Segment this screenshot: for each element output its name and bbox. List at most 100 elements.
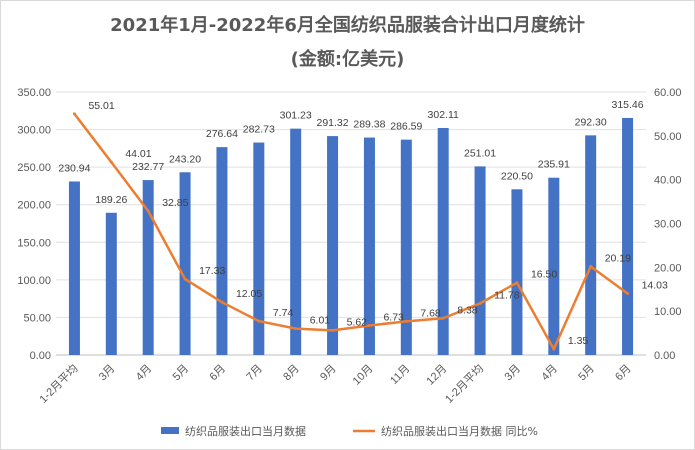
line-value-label: 5.62 (347, 316, 368, 328)
x-tick-label: 1-2月平均 (37, 362, 81, 406)
line-point (367, 324, 371, 328)
bar (253, 142, 265, 355)
y-left-tick-label: 0.00 (30, 350, 51, 362)
line-point (220, 300, 224, 304)
bar (400, 139, 412, 355)
line-point (331, 328, 335, 332)
x-tick-label: 1-2月平均 (442, 362, 486, 406)
legend-bar-label: 纺织品服装出口当月数据 (185, 424, 306, 438)
line-point (589, 265, 593, 269)
line-value-label: 44.01 (125, 148, 151, 160)
y-left-tick-label: 250.00 (17, 162, 51, 174)
bar-data-labels: 230.94 189.26 232.77 243.20 276.64 282.73 301.… (58, 99, 643, 206)
line-value-label: 14.03 (642, 280, 668, 292)
y-right-tick-label: 60.00 (654, 87, 682, 99)
line-value-label: 8.38 (457, 304, 478, 316)
line-point (183, 277, 187, 281)
y-left-tick-label: 200.00 (17, 200, 51, 212)
bar-value-label: 230.94 (58, 162, 90, 174)
x-tick-label: 5月 (171, 363, 192, 384)
bar (622, 117, 634, 355)
line-value-label: 12.05 (236, 288, 262, 300)
bar-value-label: 315.46 (612, 99, 644, 111)
bar-value-label: 251.01 (464, 147, 496, 159)
x-tick-label: 4月 (134, 363, 155, 384)
bar-value-label: 243.20 (169, 153, 201, 165)
bar-value-label: 276.64 (206, 128, 238, 140)
line-point (441, 316, 445, 320)
x-tick-label: 3月 (97, 363, 118, 384)
legend-line-label: 纺织品服装出口当月数据 同比% (381, 424, 538, 438)
x-tick-label: 4月 (539, 363, 560, 384)
chart-title: 2021年1月-2022年6月全国纺织品服装合计出口月度统计 (110, 15, 585, 36)
line-point (109, 160, 113, 164)
bar (437, 127, 449, 355)
line-point (294, 327, 298, 331)
bar-series (68, 117, 634, 355)
bar (585, 135, 597, 355)
grid-lines (56, 91, 646, 356)
line-point (515, 281, 519, 285)
line-value-label: 20.19 (605, 253, 631, 265)
line-point (146, 209, 150, 213)
line-value-label: 17.33 (199, 265, 225, 277)
bar (548, 177, 560, 355)
line-point (478, 301, 482, 305)
bar-value-label: 282.73 (243, 124, 275, 136)
x-tick-label: 3月 (502, 363, 523, 384)
x-tick-label: 6月 (613, 363, 634, 384)
line-point (72, 112, 76, 116)
line-value-label: 11.78 (494, 289, 520, 301)
line-value-label: 7.68 (420, 307, 441, 319)
y-right-tick-label: 30.00 (654, 219, 682, 231)
x-tick-label: 5月 (576, 363, 597, 384)
line-value-label: 55.01 (88, 100, 114, 112)
y-right-tick-label: 0.00 (654, 350, 675, 362)
y-left-tick-label: 300.00 (17, 125, 51, 137)
bar (363, 137, 375, 355)
y-right-tick-label: 20.00 (654, 262, 682, 274)
x-tick-label: 12月 (424, 363, 449, 388)
bar-value-label: 220.50 (501, 170, 533, 182)
y-axis-right: 0.00 10.00 20.00 30.00 40.00 50.00 60.00 (654, 87, 682, 362)
line-value-label: 7.74 (273, 307, 294, 319)
bar-value-label: 302.11 (428, 109, 459, 121)
legend: 纺织品服装出口当月数据 纺织品服装出口当月数据 同比% (161, 424, 538, 438)
line-point (626, 292, 630, 296)
line-point (552, 347, 556, 351)
bar (216, 147, 228, 355)
line-value-label: 6.73 (383, 312, 404, 324)
bar (179, 172, 191, 355)
bar (511, 189, 523, 355)
bar-value-label: 301.23 (280, 110, 312, 122)
line-series (72, 112, 630, 351)
line-point (257, 319, 261, 323)
y-right-tick-label: 50.00 (654, 131, 682, 143)
bar (68, 181, 80, 355)
bar-value-label: 289.38 (353, 119, 385, 131)
bar-value-label: 286.59 (390, 121, 422, 133)
bar-value-label: 189.26 (95, 194, 127, 206)
x-tick-label: 6月 (207, 363, 228, 384)
line-data-labels: 55.01 44.01 32.85 17.33 12.05 7.74 6.01 5.62 6.7… (88, 100, 668, 347)
line-value-label: 6.01 (310, 315, 331, 327)
line-value-label: 16.50 (531, 269, 557, 281)
x-tick-label: 11月 (388, 363, 412, 387)
y-right-tick-label: 10.00 (654, 306, 682, 318)
x-tick-label: 8月 (281, 363, 302, 384)
bar (474, 166, 486, 355)
bar (105, 212, 117, 355)
line-point (404, 319, 408, 323)
y-left-tick-label: 150.00 (17, 237, 51, 249)
line-value-label: 32.85 (162, 197, 188, 209)
bar (142, 180, 154, 355)
bar (327, 136, 339, 355)
bar-value-label: 292.30 (575, 116, 607, 128)
bar-value-label: 232.77 (132, 161, 164, 173)
y-axis-left: 0.00 50.00 100.00 150.00 200.00 250.00 300.00 3… (17, 87, 51, 362)
legend-bar-swatch (161, 427, 179, 434)
chart-subtitle: (金额:亿美元) (290, 49, 405, 70)
y-right-tick-label: 40.00 (654, 175, 682, 187)
